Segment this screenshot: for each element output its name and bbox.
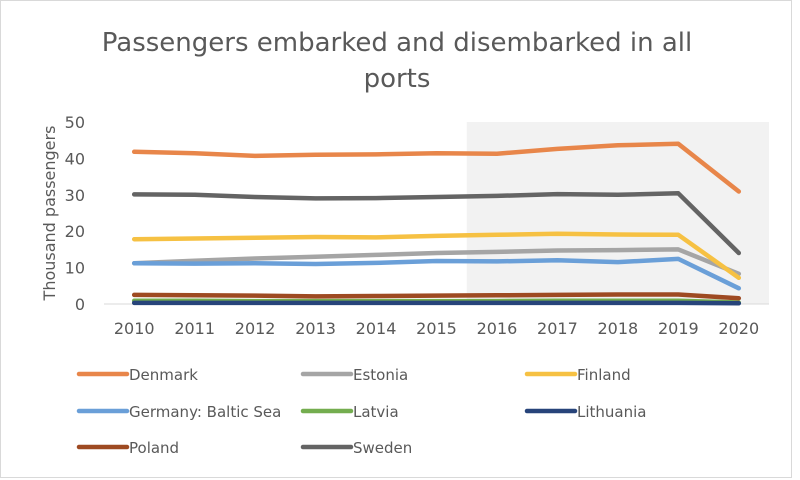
- x-tick-label: 2018: [598, 319, 639, 338]
- legend-item: Latvia: [300, 403, 399, 421]
- x-tick-label: 2019: [658, 319, 699, 338]
- highlight-region: [466, 122, 769, 304]
- series-lines: [131, 141, 742, 306]
- legend-label: Estonia: [353, 366, 408, 384]
- legend-item: Finland: [524, 366, 631, 384]
- series-line-estonia: [131, 247, 742, 277]
- legend-label: Denmark: [129, 366, 198, 384]
- legend-label: Finland: [577, 366, 631, 384]
- x-tick-label: 2017: [537, 319, 578, 338]
- legend-label: Germany: Baltic Sea: [129, 403, 281, 421]
- x-tick-label: 2015: [416, 319, 457, 338]
- series-line-sweden: [131, 191, 742, 256]
- y-tick-label: 10: [65, 259, 85, 278]
- x-tick-label: 2013: [295, 319, 336, 338]
- chart-title-line-2: ports: [364, 64, 431, 94]
- x-tick-label: 2011: [174, 319, 215, 338]
- legend-label: Latvia: [353, 403, 399, 421]
- y-tick-label: 20: [65, 222, 85, 241]
- legend-item: Lithuania: [524, 403, 646, 421]
- y-tick-label: 30: [65, 186, 85, 205]
- legend-item: Sweden: [300, 439, 412, 457]
- series-line-denmark: [131, 141, 742, 194]
- legend-item: Poland: [76, 439, 179, 457]
- y-axis-label: Thousand passengers: [40, 126, 59, 302]
- x-tick-label: 2014: [356, 319, 397, 338]
- legend-label: Sweden: [353, 439, 412, 457]
- axes: 0 10 20 30 40 50 2010 2011 2012 2013 2014 2015 2016 2…: [65, 113, 769, 338]
- series-line-poland: [131, 292, 742, 301]
- y-tick-label: 50: [65, 113, 85, 132]
- legend: Denmark Estonia Finland Germany: Baltic Sea…: [76, 366, 646, 457]
- y-tick-label: 40: [65, 149, 85, 168]
- series-line-finland: [131, 231, 742, 281]
- legend-label: Lithuania: [577, 403, 646, 421]
- x-tick-label: 2020: [718, 319, 759, 338]
- legend-item: Germany: Baltic Sea: [76, 403, 281, 421]
- chart-title: Passengers embarked and disembarked in a…: [102, 28, 693, 94]
- x-tick-label: 2016: [477, 319, 518, 338]
- chart-title-line-1: Passengers embarked and disembarked in a…: [102, 28, 693, 58]
- legend-item: Denmark: [76, 366, 198, 384]
- x-tick-label: 2012: [235, 319, 276, 338]
- highlight-region-group: [466, 122, 769, 304]
- y-tick-label: 0: [75, 295, 85, 314]
- legend-label: Poland: [129, 439, 179, 457]
- legend-item: Estonia: [300, 366, 408, 384]
- series-line-germany-baltic-sea: [131, 256, 742, 291]
- x-tick-label: 2010: [114, 319, 155, 338]
